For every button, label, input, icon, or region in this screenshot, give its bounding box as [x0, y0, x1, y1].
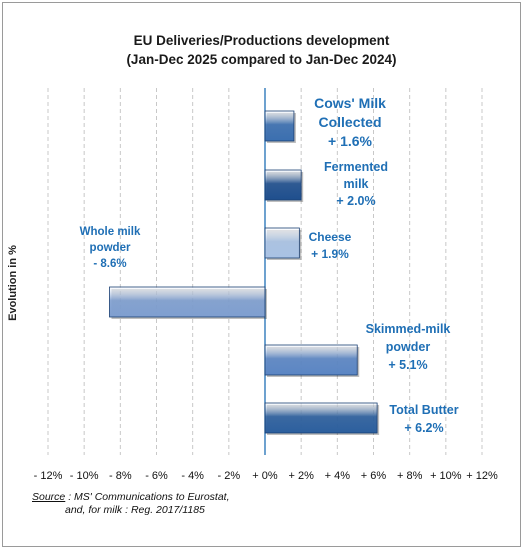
category-label-line: Total Butter [389, 403, 458, 417]
x-tick-label: - 8% [109, 470, 132, 482]
bar-1 [264, 169, 302, 201]
source-line-2: and, for milk : Reg. 2017/1185 [65, 504, 205, 516]
category-label-5: Total Butter + 6.2% [389, 403, 458, 435]
bar-2 [264, 227, 300, 259]
category-label-line: powder [386, 340, 431, 354]
x-tick-labels: - 12% - 10% - 8% - 6% - 4% - 2% + 0% + 2% + 4% + … [34, 470, 498, 482]
x-tick-label: - 12% [34, 470, 63, 482]
x-tick-label: + 0% [252, 470, 278, 482]
bar-0 [264, 110, 295, 142]
category-label-0: Cows' Milk Collected + 1.6% [314, 95, 386, 149]
category-label-line: Collected [318, 114, 381, 130]
category-label-1: Fermented milk + 2.0% [324, 160, 388, 208]
x-tick-label: + 8% [397, 470, 423, 482]
category-labels: Cows' Milk Collected + 1.6% Fermented milk + … [80, 95, 459, 435]
x-tick-label: + 12% [466, 470, 498, 482]
bar-4 [264, 344, 358, 376]
category-label-line: Fermented [324, 160, 388, 174]
x-tick-label: + 2% [288, 470, 314, 482]
grid-lines [47, 88, 483, 455]
category-label-line: + 1.6% [328, 133, 373, 149]
category-label-3: Whole milk powder - 8.6% [80, 226, 141, 270]
category-label-line: milk [343, 177, 368, 191]
category-label-line: powder [90, 242, 131, 254]
x-tick-label: - 4% [181, 470, 204, 482]
bars [109, 110, 380, 435]
category-label-line: Cheese [309, 230, 352, 244]
category-label-line: + 5.1% [388, 358, 427, 372]
bar-5 [264, 402, 378, 434]
x-tick-label: + 6% [361, 470, 387, 482]
category-label-line: + 1.9% [311, 247, 349, 261]
x-tick-label: - 6% [145, 470, 168, 482]
x-tick-label: - 10% [70, 470, 99, 482]
category-label-line: - 8.6% [93, 258, 126, 270]
x-tick-label: + 10% [430, 470, 462, 482]
category-label-2: Cheese + 1.9% [309, 230, 352, 261]
category-label-4: Skimmed-milk powder + 5.1% [366, 322, 451, 372]
category-label-line: Cows' Milk [314, 95, 386, 111]
x-tick-label: - 2% [218, 470, 241, 482]
category-label-line: Whole milk [80, 226, 141, 238]
source-note: Source : MS' Communications to Eurostat,… [32, 491, 230, 517]
category-label-line: + 6.2% [404, 421, 443, 435]
chart-title: EU Deliveries/Productions development [133, 33, 390, 48]
x-tick-label: + 4% [325, 470, 351, 482]
source-line-1: : MS' Communications to Eurostat, [68, 491, 230, 503]
category-label-line: + 2.0% [336, 194, 375, 208]
chart-subtitle: (Jan-Dec 2025 compared to Jan-Dec 2024) [126, 52, 397, 67]
source-label: Source [32, 491, 66, 503]
category-label-line: Skimmed-milk [366, 322, 451, 336]
bar-3 [109, 286, 266, 318]
